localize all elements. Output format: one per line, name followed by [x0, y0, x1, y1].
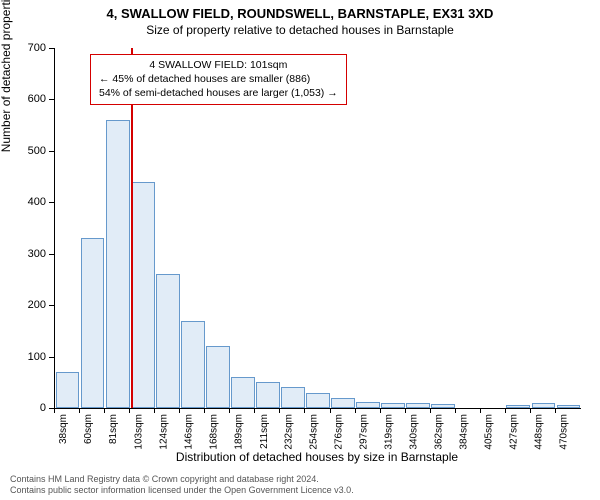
histogram-bar	[106, 120, 130, 408]
chart-subtitle: Size of property relative to detached ho…	[0, 21, 600, 43]
histogram-bar	[231, 377, 255, 408]
x-tick-label: 276sqm	[334, 414, 345, 450]
footer-attribution: Contains HM Land Registry data © Crown c…	[10, 474, 354, 497]
x-tick-mark	[480, 408, 481, 413]
y-tick-label: 500	[28, 145, 46, 157]
x-tick-mark	[430, 408, 431, 413]
x-tick-label: 427sqm	[509, 414, 520, 450]
x-tick-mark	[330, 408, 331, 413]
histogram-bar	[281, 387, 305, 408]
x-tick-label: 362sqm	[434, 414, 445, 450]
x-tick-label: 211sqm	[258, 414, 269, 449]
x-axis-title: Distribution of detached houses by size …	[54, 450, 580, 464]
y-tick-label: 200	[28, 299, 46, 311]
y-tick-label: 0	[40, 402, 46, 414]
x-tick-mark	[154, 408, 155, 413]
x-tick-label: 232sqm	[283, 414, 294, 450]
footer-line-2: Contains public sector information licen…	[10, 485, 354, 496]
histogram-bar	[56, 372, 80, 408]
histogram-bar	[256, 382, 280, 408]
x-tick-mark	[455, 408, 456, 413]
annotation-line-3: 54% of semi-detached houses are larger (…	[99, 86, 338, 100]
x-tick-label: 448sqm	[534, 414, 545, 450]
footer-line-1: Contains HM Land Registry data © Crown c…	[10, 474, 354, 485]
histogram-bar	[206, 346, 230, 408]
x-tick-mark	[204, 408, 205, 413]
x-tick-mark	[530, 408, 531, 413]
x-tick-label: 168sqm	[208, 414, 219, 450]
x-axis: 38sqm 60sqm 81sqm 103sqm 124sqm 146sqm 168sqm 1…	[54, 408, 580, 448]
histogram-bar	[181, 321, 205, 408]
x-tick-label: 189sqm	[233, 414, 244, 450]
x-tick-label: 319sqm	[384, 414, 395, 450]
x-tick-label: 146sqm	[183, 414, 194, 450]
x-tick-label: 60sqm	[83, 414, 94, 444]
x-tick-mark	[254, 408, 255, 413]
annotation-line-1: 4 SWALLOW FIELD: 101sqm	[99, 58, 338, 72]
histogram-bar	[306, 393, 330, 408]
x-tick-mark	[355, 408, 356, 413]
x-tick-label: 340sqm	[409, 414, 420, 450]
x-tick-mark	[279, 408, 280, 413]
x-tick-mark	[79, 408, 80, 413]
x-tick-label: 254sqm	[308, 414, 319, 450]
x-tick-mark	[104, 408, 105, 413]
histogram-bar	[131, 182, 155, 408]
y-axis-title: Number of detached properties	[0, 0, 13, 152]
x-tick-mark	[54, 408, 55, 413]
x-tick-mark	[179, 408, 180, 413]
y-tick-label: 400	[28, 196, 46, 208]
histogram-bar	[156, 274, 180, 408]
x-tick-label: 38sqm	[58, 414, 69, 444]
histogram-bar	[81, 238, 105, 408]
chart-title: 4, SWALLOW FIELD, ROUNDSWELL, BARNSTAPLE…	[0, 0, 600, 21]
x-tick-mark	[229, 408, 230, 413]
x-tick-label: 297sqm	[359, 414, 370, 450]
x-tick-mark	[304, 408, 305, 413]
y-tick-label: 700	[28, 42, 46, 54]
x-tick-mark	[380, 408, 381, 413]
y-tick-label: 600	[28, 93, 46, 105]
x-tick-label: 124sqm	[158, 414, 169, 450]
x-tick-label: 384sqm	[459, 414, 470, 450]
x-tick-label: 470sqm	[559, 414, 570, 450]
chart-container: 4, SWALLOW FIELD, ROUNDSWELL, BARNSTAPLE…	[0, 0, 600, 500]
annotation-box: 4 SWALLOW FIELD: 101sqm ← 45% of detache…	[90, 54, 347, 105]
x-tick-mark	[505, 408, 506, 413]
y-tick-label: 100	[28, 351, 46, 363]
y-tick-label: 300	[28, 248, 46, 260]
x-tick-mark	[555, 408, 556, 413]
x-tick-mark	[129, 408, 130, 413]
x-tick-label: 81sqm	[108, 414, 119, 444]
histogram-bar	[331, 398, 355, 408]
annotation-line-2: ← 45% of detached houses are smaller (88…	[99, 72, 338, 86]
x-tick-mark	[405, 408, 406, 413]
x-tick-label: 103sqm	[133, 414, 144, 450]
x-tick-label: 405sqm	[484, 414, 495, 450]
